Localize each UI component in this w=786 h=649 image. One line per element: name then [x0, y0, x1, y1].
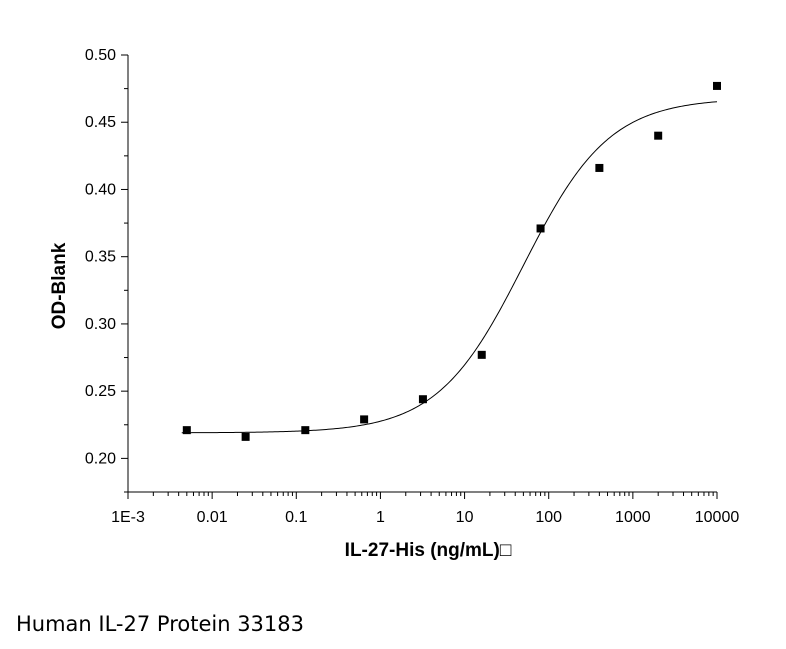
figure-caption: Human IL-27 Protein 33183 — [16, 612, 305, 636]
x-tick-label: 1E-3 — [111, 509, 145, 526]
data-points — [182, 81, 721, 441]
x-tick-label: 100 — [535, 509, 562, 526]
x-tick-label: 10000 — [695, 509, 740, 526]
data-point — [536, 224, 545, 233]
data-point — [418, 395, 427, 404]
data-point — [713, 81, 721, 90]
x-axis-title: IL-27-His (ng/mL)□ — [345, 540, 512, 561]
data-point — [182, 426, 191, 435]
y-tick-label: 0.30 — [85, 316, 116, 333]
y-axis-ticks: 0.20 0.25 0.30 0.35 0.40 0.45 0.50 — [85, 47, 128, 493]
data-point — [360, 415, 369, 424]
y-tick-label: 0.50 — [85, 47, 116, 64]
y-tick-label: 0.20 — [85, 450, 116, 467]
data-point — [241, 432, 250, 441]
x-tick-label: 1000 — [615, 509, 651, 526]
data-point — [301, 426, 310, 435]
y-tick-label: 0.40 — [85, 181, 116, 198]
data-point — [595, 163, 604, 172]
x-tick-label: 10 — [456, 509, 474, 526]
x-tick-label: 0.1 — [285, 509, 307, 526]
y-axis-title: OD-Blank — [49, 242, 70, 329]
data-point — [654, 131, 663, 140]
y-tick-label: 0.45 — [85, 114, 116, 131]
data-point — [477, 350, 486, 359]
x-axis-ticks: 1E-3 0.01 0.1 1 10 100 1000 10000 — [111, 492, 739, 526]
chart: 0.20 0.25 0.30 0.35 0.40 0.45 0.50 1E-3 0.01 0.1… — [49, 47, 739, 561]
y-tick-label: 0.25 — [85, 383, 116, 400]
x-tick-label: 1 — [376, 509, 385, 526]
y-tick-label: 0.35 — [85, 249, 116, 266]
x-tick-label: 0.01 — [197, 509, 228, 526]
fit-curve — [181, 101, 718, 434]
